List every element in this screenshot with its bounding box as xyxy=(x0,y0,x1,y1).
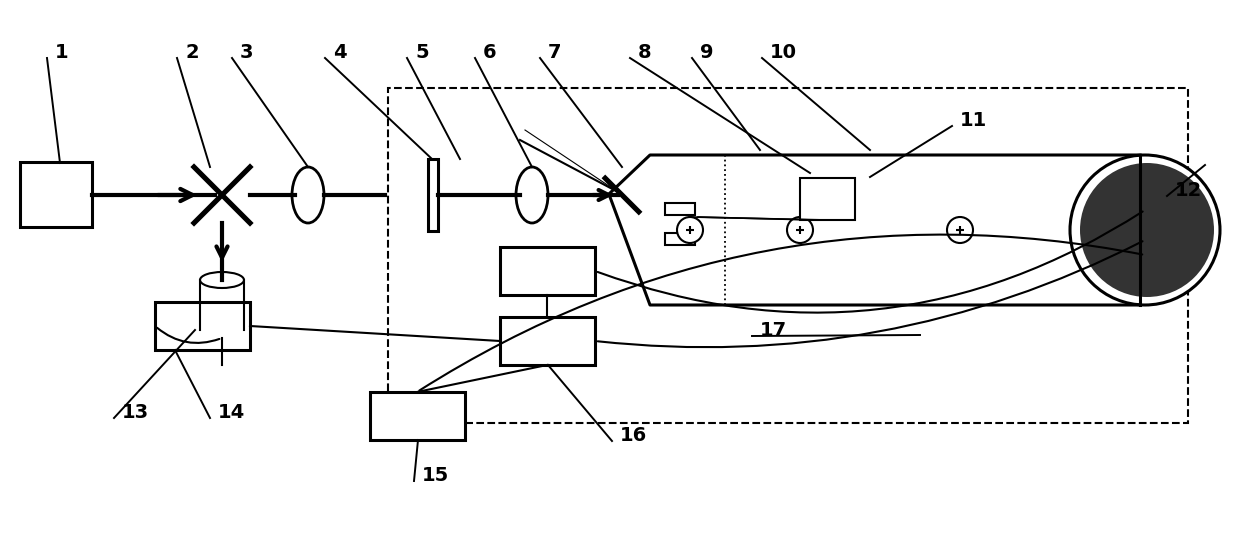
Bar xyxy=(370,392,465,440)
Text: 15: 15 xyxy=(422,466,449,485)
Bar xyxy=(500,247,595,295)
Ellipse shape xyxy=(200,322,244,338)
Text: 4: 4 xyxy=(334,43,347,62)
Text: 14: 14 xyxy=(218,403,246,422)
Ellipse shape xyxy=(516,167,548,223)
Circle shape xyxy=(947,217,973,243)
Text: 12: 12 xyxy=(1176,181,1203,200)
Text: 6: 6 xyxy=(484,43,497,62)
Circle shape xyxy=(1070,155,1220,305)
Bar xyxy=(500,317,595,365)
Circle shape xyxy=(787,217,813,243)
Text: 9: 9 xyxy=(701,43,713,62)
Text: 3: 3 xyxy=(241,43,253,62)
Circle shape xyxy=(677,217,703,243)
Bar xyxy=(388,88,1188,423)
Text: 13: 13 xyxy=(122,403,149,422)
Text: 1: 1 xyxy=(55,43,68,62)
Text: 10: 10 xyxy=(770,43,797,62)
Bar xyxy=(800,178,856,220)
Bar xyxy=(20,162,92,227)
Text: 16: 16 xyxy=(620,426,647,445)
Text: 11: 11 xyxy=(960,111,987,130)
Text: 5: 5 xyxy=(415,43,429,62)
Bar xyxy=(155,302,250,350)
Text: 7: 7 xyxy=(548,43,562,62)
Ellipse shape xyxy=(200,272,244,288)
Ellipse shape xyxy=(291,167,324,223)
Bar xyxy=(665,233,694,245)
Text: 17: 17 xyxy=(760,321,787,340)
Bar xyxy=(428,159,438,231)
Bar xyxy=(665,203,694,215)
Text: 8: 8 xyxy=(639,43,652,62)
Circle shape xyxy=(1080,163,1214,297)
Text: 2: 2 xyxy=(185,43,198,62)
